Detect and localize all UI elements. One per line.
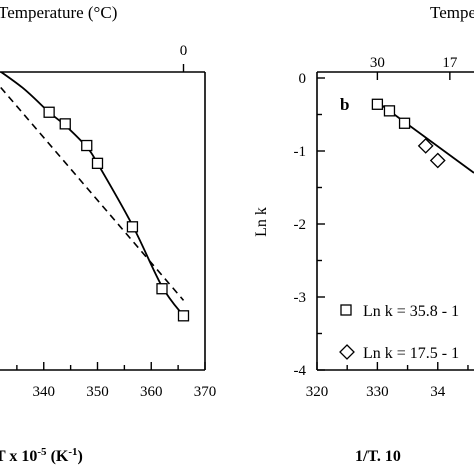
panel-b-y-tick-label-0: 0 — [299, 71, 307, 87]
panel-b-legend: Ln k = 35.8 - 1 Ln k = 17.5 - 1 — [339, 303, 459, 362]
panel-a-top-ticks: 0 — [180, 43, 188, 72]
panel-b-x-ticks: 320 330 34 — [306, 362, 469, 400]
panel-a-point-2 — [81, 139, 93, 152]
panel-b-y-tick-label-4: -4 — [294, 363, 307, 379]
legend-square-label: Ln k = 35.8 - 1 — [363, 303, 459, 320]
panel-a-point-0 — [43, 106, 55, 118]
panel-b-top-axis-label: Tempe — [430, 3, 474, 22]
panel-a-x-tick-label-1: 350 — [86, 384, 109, 400]
panel-b-label: b — [340, 95, 349, 114]
panel-a-x-axis-label: T x 10-5 (K-1) — [0, 446, 83, 465]
panel-b-x-tick-label-1: 330 — [366, 384, 389, 400]
panel-a-point-5 — [156, 283, 168, 295]
panel-b-y-tick-label-3: -3 — [294, 290, 307, 306]
panel-a: Temperature (°C) 0 340 350 360 370 T x 10-5… — [0, 3, 216, 465]
panel-b-diamond-point-1 — [429, 152, 446, 169]
panel-a-plot-area — [0, 72, 190, 322]
panel-a-point-6 — [177, 310, 190, 322]
legend-square-marker — [340, 304, 352, 316]
panel-a-point-3 — [91, 157, 104, 169]
panel-b-diamond-point-0 — [417, 137, 434, 154]
panel-b-top-ticks: 30 17 — [370, 55, 458, 80]
legend-diamond-marker — [339, 344, 355, 360]
panel-a-point-4 — [126, 221, 139, 233]
panel-a-x-ticks: 340 350 360 370 — [16, 362, 217, 400]
panel-b-points — [371, 98, 446, 169]
panel-b-x-axis-label: 1/T. 10 — [355, 448, 401, 465]
legend-diamond-label: Ln k = 17.5 - 1 — [363, 345, 459, 362]
panel-a-points — [43, 106, 190, 322]
panel-a-point-1 — [59, 118, 71, 130]
panel-a-top-axis-label: Temperature (°C) — [0, 3, 117, 22]
panel-b-y-ticks: 0 -1 -2 -3 -4 — [294, 71, 325, 379]
panel-a-x-tick-label-3: 370 — [194, 384, 217, 400]
panel-b-y-tick-label-1: -1 — [294, 144, 307, 160]
panel-a-top-tick-label-0: 0 — [180, 43, 188, 59]
panel-b-square-point-1 — [383, 105, 396, 117]
panel-b-y-axis-label: Ln k — [253, 207, 270, 237]
panel-a-x-tick-label-2: 360 — [140, 384, 163, 400]
panel-b-y-tick-label-2: -2 — [294, 217, 307, 233]
panel-b-top-tick-label-0: 30 — [370, 55, 385, 71]
panel-b-plot-area — [371, 98, 474, 174]
panel-a-fit-curve — [0, 72, 185, 317]
panel-b-x-tick-label-2: 34 — [430, 384, 446, 400]
panel-b-x-tick-label-0: 320 — [306, 384, 329, 400]
panel-b-top-tick-label-1: 17 — [442, 55, 458, 71]
panel-b-square-point-0 — [371, 98, 384, 110]
panel-b: Tempe 30 17 320 330 34 0 -1 -2 -3 -4 b Ln k Ln … — [253, 3, 474, 465]
panel-a-x-tick-label-0: 340 — [33, 384, 56, 400]
panel-b-square-point-2 — [398, 117, 411, 129]
panel-a-dashed-fit-line — [0, 86, 185, 301]
